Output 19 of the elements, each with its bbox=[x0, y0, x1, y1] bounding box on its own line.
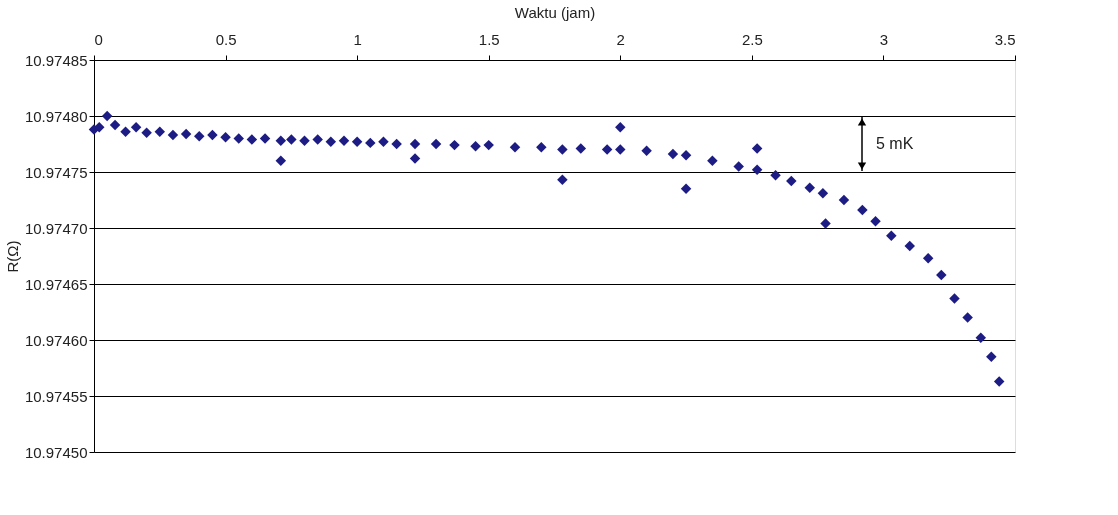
annotation: 5 mK bbox=[876, 135, 914, 152]
x-tick-label: 3 bbox=[879, 30, 889, 48]
y-tick-label: 10.97485 bbox=[24, 51, 88, 69]
x-tick-label: 1 bbox=[353, 30, 362, 48]
x-tick-label: 3.5 bbox=[994, 30, 1016, 48]
y-tick-label: 10.97450 bbox=[24, 443, 88, 461]
x-tick-label: 1.5 bbox=[478, 30, 500, 48]
y-tick-label: 10.97480 bbox=[24, 107, 88, 125]
y-tick-label: 10.97475 bbox=[24, 163, 88, 181]
y-tick-label: 10.97465 bbox=[24, 275, 88, 293]
y-tick-label: 10.97470 bbox=[24, 219, 88, 237]
x-axis-title: Waktu (jam) bbox=[514, 3, 596, 21]
y-tick-label: 10.97460 bbox=[24, 331, 88, 349]
x-tick-label: 2.5 bbox=[741, 30, 763, 48]
y-tick-label: 10.97455 bbox=[24, 387, 88, 405]
x-tick-label: 0.5 bbox=[215, 30, 237, 48]
x-tick-label: 2 bbox=[616, 30, 625, 48]
y-axis-title: R(Ω) bbox=[3, 240, 21, 273]
x-tick-label: 0 bbox=[94, 30, 103, 48]
